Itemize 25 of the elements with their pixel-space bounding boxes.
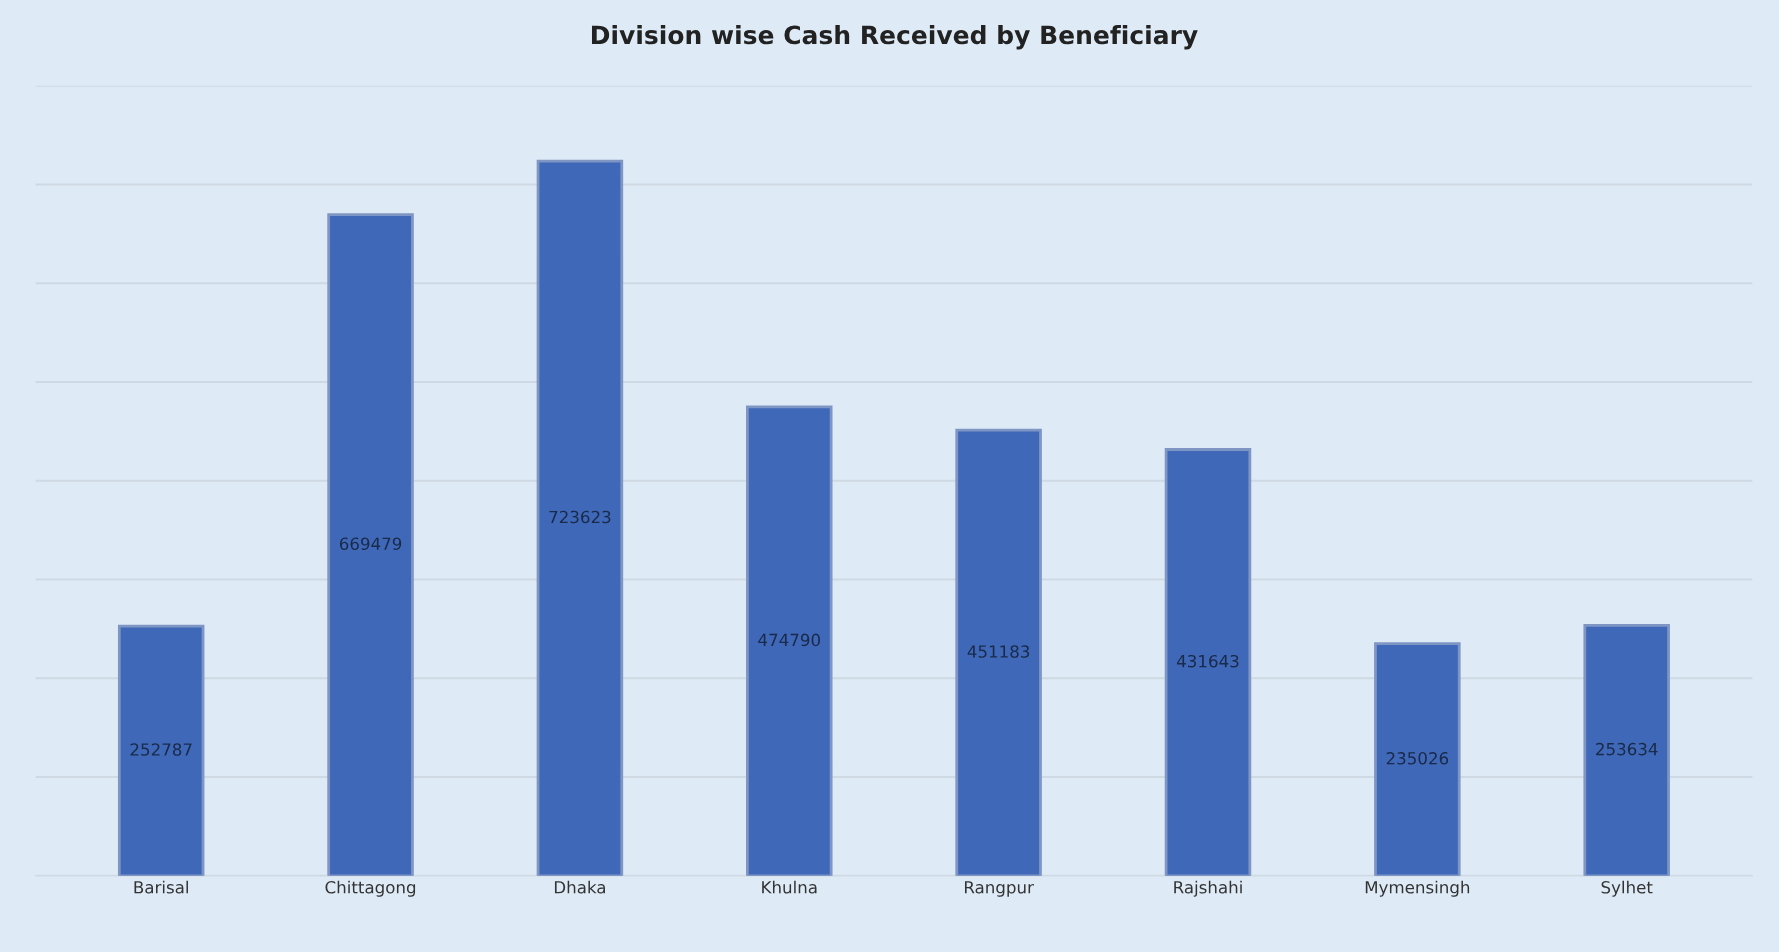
chart-title: Division wise Cash Received by Beneficiary: [591, 25, 1198, 50]
x-tick-label: Dhaka: [554, 880, 605, 894]
bar: [746, 405, 833, 876]
bar: [1374, 642, 1461, 876]
data-label: 253634: [1596, 742, 1658, 756]
data-label: 723623: [549, 510, 611, 524]
data-label: 235026: [1386, 752, 1449, 765]
data-label: 431643: [1176, 654, 1239, 668]
x-tick-label: Sylhet: [1601, 880, 1653, 897]
data-label: 669479: [339, 537, 402, 551]
data-label: 474790: [758, 633, 820, 647]
x-tick-label: Rajshahi: [1174, 880, 1242, 897]
bar: [1164, 448, 1252, 876]
x-tick-label: Rangpur: [964, 881, 1034, 897]
data-label: 252787: [130, 743, 192, 756]
bar: [955, 428, 1042, 876]
x-tick-label: Mymensingh: [1365, 880, 1470, 897]
bar: [327, 213, 414, 876]
bar: [117, 624, 205, 876]
x-tick-label: Chittagong: [325, 880, 416, 897]
x-tick-label: Barisal: [134, 880, 188, 894]
bar: [536, 159, 624, 876]
bar: [1583, 623, 1670, 876]
data-label: 451183: [967, 645, 1030, 658]
x-tick-label: Khulna: [762, 880, 817, 894]
